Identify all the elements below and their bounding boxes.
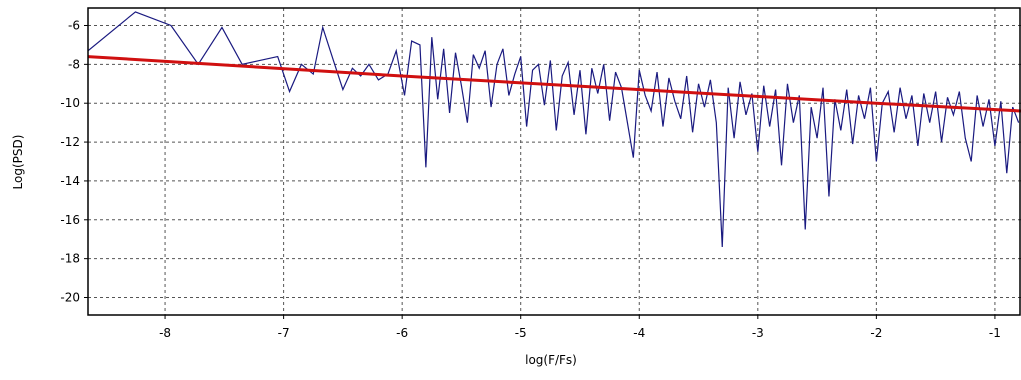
x-tick-label: -5 bbox=[515, 326, 527, 340]
x-tick-label: -6 bbox=[396, 326, 408, 340]
y-tick-label: -10 bbox=[60, 96, 80, 110]
plot-frame bbox=[87, 7, 1021, 316]
x-tick-label: -1 bbox=[989, 326, 1001, 340]
y-tick-label: -18 bbox=[60, 252, 80, 266]
series-line bbox=[88, 55, 1021, 113]
x-tick-label: -7 bbox=[278, 326, 290, 340]
x-axis-label: log(F/Fs) bbox=[525, 353, 577, 367]
x-tick-label: -3 bbox=[752, 326, 764, 340]
y-axis-label: Log(PSD) bbox=[11, 135, 25, 190]
y-tick-label: -20 bbox=[60, 291, 80, 305]
y-tick-label: -12 bbox=[60, 135, 80, 149]
y-tick-label: -16 bbox=[60, 213, 80, 227]
y-tick-label: -8 bbox=[68, 57, 80, 71]
y-tick-label: -6 bbox=[68, 18, 80, 32]
y-tick-label: -14 bbox=[60, 174, 80, 188]
x-tick-label: -4 bbox=[633, 326, 645, 340]
x-tick-label: -8 bbox=[159, 326, 171, 340]
x-tick-label: -2 bbox=[870, 326, 882, 340]
series-line bbox=[88, 11, 1020, 248]
plot-area bbox=[88, 11, 1021, 248]
